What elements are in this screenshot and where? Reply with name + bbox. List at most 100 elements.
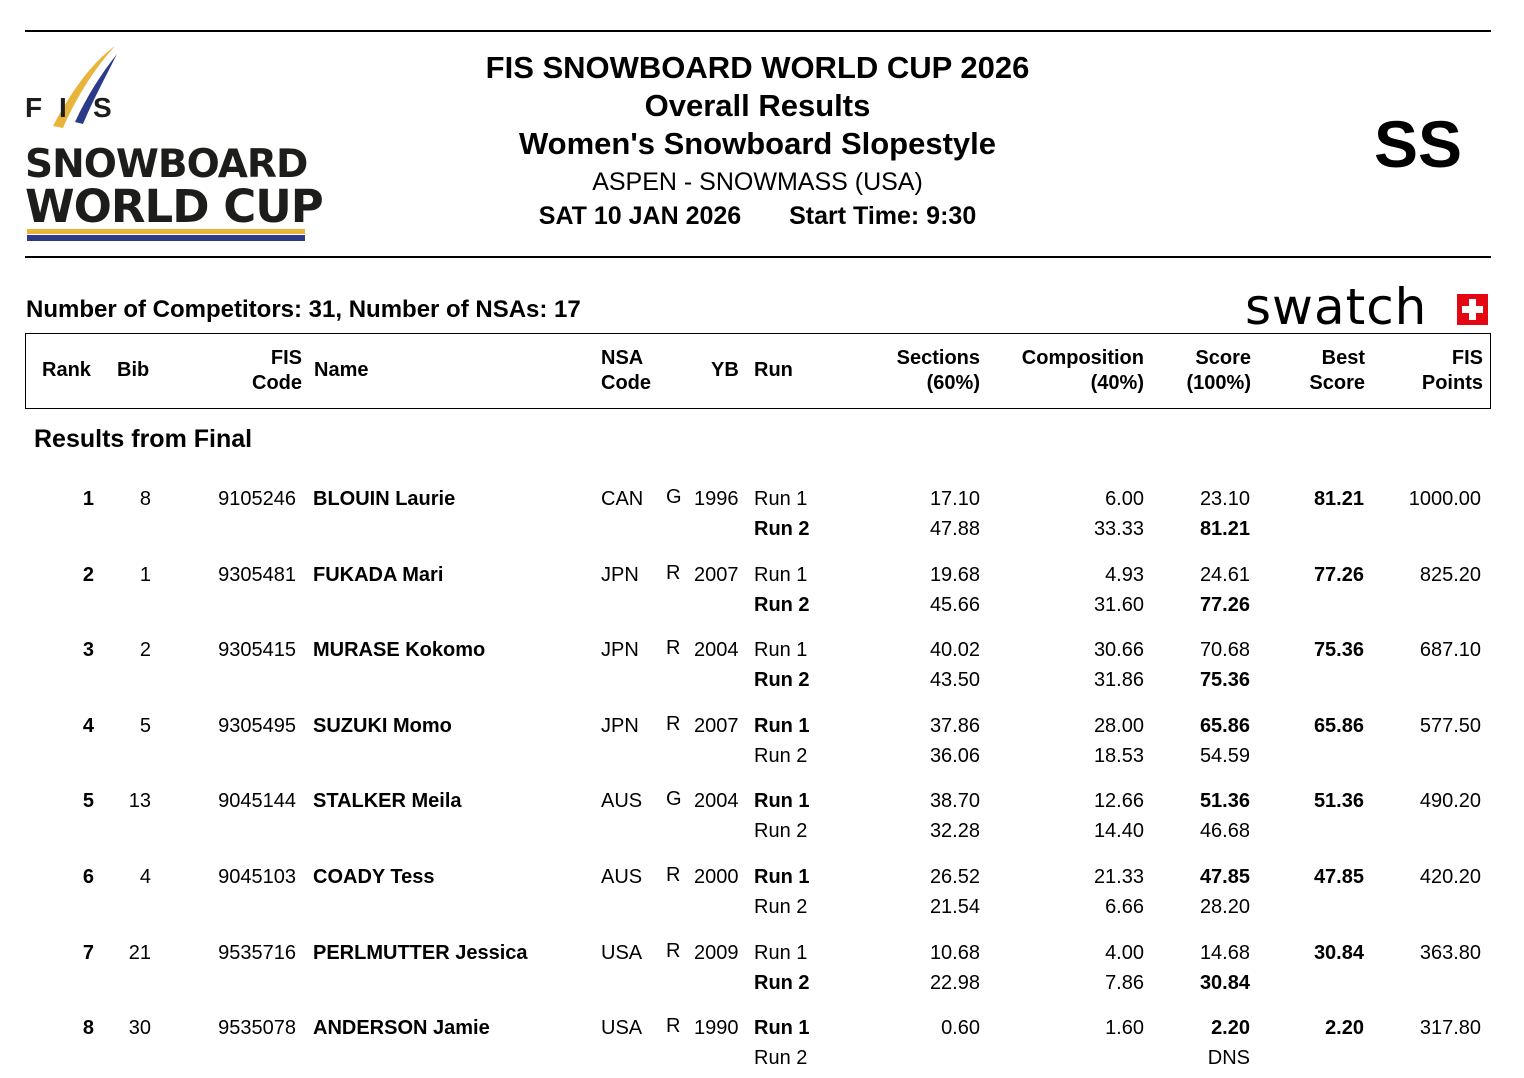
gender-cell: R bbox=[666, 712, 681, 735]
gender-cell: R bbox=[666, 939, 681, 962]
gender-cell: G bbox=[666, 486, 682, 508]
athlete-name-cell: SUZUKI Momo bbox=[313, 714, 452, 737]
header-bottom-rule bbox=[25, 256, 1491, 258]
competition-title: FIS SNOWBOARD WORLD CUP 2026 bbox=[485, 50, 1030, 85]
composition-cell: 30.66 bbox=[1093, 639, 1144, 662]
best-score-cell: 47.85 bbox=[1313, 866, 1364, 888]
run-label-cell: Run 2 bbox=[754, 669, 810, 692]
rank-cell: 8 bbox=[82, 1017, 94, 1040]
fis-points-cell: 420.20 bbox=[1419, 866, 1481, 888]
bib-cell: 4 bbox=[139, 866, 151, 888]
sections-cell: 0.60 bbox=[941, 1017, 980, 1040]
sections-cell: 43.50 bbox=[929, 669, 980, 692]
logo-gold-bar bbox=[27, 229, 305, 234]
header-bib: Bib bbox=[117, 359, 150, 381]
composition-cell: 1.60 bbox=[1105, 1017, 1144, 1040]
event-date: SAT 10 JAN 2026 bbox=[538, 202, 742, 230]
nsa-code-cell: AUS bbox=[601, 866, 643, 888]
nsa-code-cell: JPN bbox=[601, 639, 639, 662]
results-type: Overall Results bbox=[644, 88, 871, 123]
best-score-cell: 2.20 bbox=[1325, 1017, 1364, 1040]
score-cell: 14.68 bbox=[1199, 941, 1250, 964]
sections-cell: 19.68 bbox=[929, 563, 980, 586]
best-score-cell: 77.26 bbox=[1313, 563, 1364, 586]
bib-cell: 21 bbox=[128, 941, 151, 964]
score-cell: 75.36 bbox=[1199, 669, 1250, 692]
run-label-cell: Run 2 bbox=[754, 971, 810, 994]
score-cell: 51.36 bbox=[1199, 790, 1250, 813]
run-label-cell: Run 2 bbox=[754, 1047, 808, 1070]
best-score-cell: 75.36 bbox=[1313, 639, 1364, 662]
header-top-rule bbox=[25, 30, 1491, 32]
run-label-cell: Run 2 bbox=[754, 593, 810, 616]
logo-navy-bar bbox=[27, 235, 305, 241]
run-label-cell: Run 1 bbox=[754, 941, 808, 964]
rank-cell: 7 bbox=[82, 941, 94, 964]
composition-cell: 4.00 bbox=[1105, 941, 1144, 964]
bib-cell: 30 bbox=[128, 1017, 151, 1040]
fis-points-cell: 577.50 bbox=[1419, 714, 1481, 737]
sections-cell: 21.54 bbox=[929, 896, 980, 918]
sections-cell: 45.66 bbox=[929, 593, 980, 616]
discipline-code: SS bbox=[1374, 107, 1463, 181]
fis-logo-icon: F I S bbox=[25, 46, 117, 128]
fis-points-cell: 687.10 bbox=[1419, 639, 1481, 662]
table-row: 7 21 9535716 PERLMUTTER Jessica USA R 20… bbox=[0, 939, 1524, 1003]
header-yb: YB bbox=[711, 359, 739, 381]
bib-cell: 2 bbox=[139, 639, 151, 662]
section-title: Results from Final bbox=[34, 425, 253, 453]
score-cell: 30.84 bbox=[1199, 971, 1250, 994]
score-cell: 81.21 bbox=[1199, 518, 1250, 540]
run-label-cell: Run 1 bbox=[754, 488, 808, 510]
composition-cell: 33.33 bbox=[1093, 518, 1144, 540]
sections-cell: 26.52 bbox=[929, 866, 980, 888]
gender-cell: R bbox=[666, 864, 681, 886]
rank-cell: 3 bbox=[82, 639, 94, 662]
header-fis-points: FIS Points bbox=[1421, 347, 1483, 394]
table-row: 8 30 9535078 ANDERSON Jamie USA R 1990 R… bbox=[0, 1015, 1524, 1078]
composition-cell: 18.53 bbox=[1093, 744, 1144, 767]
bib-cell: 8 bbox=[139, 488, 151, 510]
composition-cell: 14.40 bbox=[1093, 820, 1144, 843]
sections-cell: 40.02 bbox=[929, 639, 980, 662]
header-sections: Sections (60%) bbox=[896, 347, 980, 394]
athlete-name-cell: PERLMUTTER Jessica bbox=[313, 941, 528, 964]
gender-cell: R bbox=[666, 561, 681, 584]
table-row: 1 8 9105246 BLOUIN Laurie CAN G 1996 Run… bbox=[0, 486, 1524, 549]
bib-cell: 1 bbox=[139, 563, 151, 586]
composition-cell: 21.33 bbox=[1093, 866, 1144, 888]
composition-cell: 4.93 bbox=[1105, 563, 1144, 586]
score-cell: 46.68 bbox=[1199, 820, 1250, 843]
best-score-cell: 65.86 bbox=[1313, 714, 1364, 737]
year-of-birth-cell: 1996 bbox=[694, 488, 739, 510]
results-table-header: Rank Bib FIS Code Name NSA Code YB Run Sec… bbox=[25, 333, 1491, 409]
score-cell: 47.85 bbox=[1199, 866, 1250, 888]
start-time: Start Time: 9:30 bbox=[789, 202, 977, 230]
run-label-cell: Run 1 bbox=[754, 1017, 810, 1040]
sections-cell: 47.88 bbox=[929, 518, 980, 540]
fis-letter-s: S bbox=[93, 92, 112, 123]
nsa-code-cell: USA bbox=[601, 941, 643, 964]
composition-cell: 6.00 bbox=[1105, 488, 1144, 510]
fis-code-cell: 9535078 bbox=[218, 1017, 296, 1040]
sections-cell: 17.10 bbox=[929, 488, 980, 510]
fis-snowboard-world-cup-logo: F I S SNOWBOARD WORLD CUP bbox=[25, 44, 324, 249]
sections-cell: 10.68 bbox=[929, 941, 980, 964]
composition-cell: 31.86 bbox=[1093, 669, 1144, 692]
rank-cell: 5 bbox=[82, 790, 94, 813]
fis-code-cell: 9535716 bbox=[218, 941, 296, 964]
nsa-code-cell: JPN bbox=[601, 714, 639, 737]
run-label-cell: Run 2 bbox=[754, 896, 808, 918]
header-rank: Rank bbox=[42, 359, 91, 381]
best-score-cell: 30.84 bbox=[1313, 941, 1364, 964]
header-score: Score (100%) bbox=[1186, 347, 1251, 394]
score-cell: 2.20 bbox=[1211, 1017, 1250, 1040]
date-line: SAT 10 JAN 2026 Start Time: 9:30 bbox=[350, 202, 1165, 231]
athlete-name-cell: FUKADA Mari bbox=[313, 563, 444, 586]
athlete-name-cell: BLOUIN Laurie bbox=[313, 488, 456, 510]
nsa-code-cell: JPN bbox=[601, 563, 639, 586]
fis-points-cell: 363.80 bbox=[1419, 941, 1481, 964]
composition-cell: 6.66 bbox=[1105, 896, 1144, 918]
fis-points-cell: 825.20 bbox=[1419, 563, 1481, 586]
gender-cell: G bbox=[666, 788, 682, 811]
